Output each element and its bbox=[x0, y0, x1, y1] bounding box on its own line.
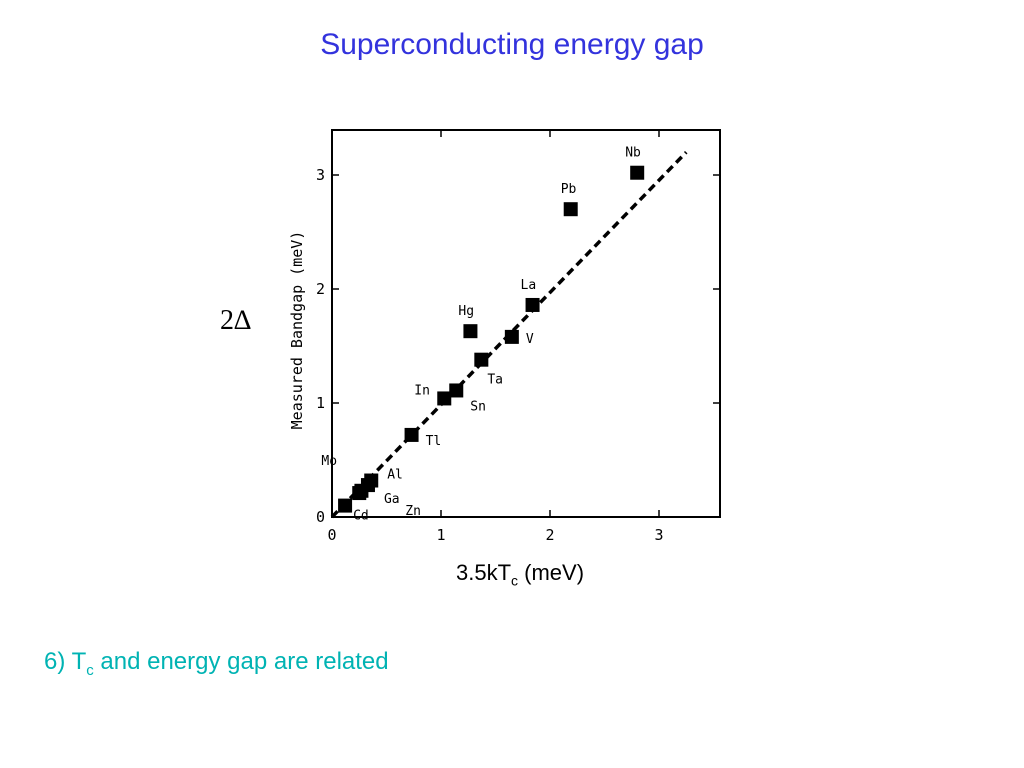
slide-title: Superconducting energy gap bbox=[320, 28, 704, 61]
point-label-al: Al bbox=[387, 468, 403, 483]
point-label-ga: Ga bbox=[384, 492, 400, 507]
y-axis: 0 1 2 3 bbox=[316, 166, 720, 526]
point-label-ta: Ta bbox=[487, 373, 503, 388]
x-axis: 0 1 2 3 bbox=[327, 130, 664, 544]
y-tick-label: 3 bbox=[316, 166, 325, 184]
point-al bbox=[364, 473, 379, 488]
x-tick-label: 2 bbox=[545, 526, 554, 544]
point-tl bbox=[404, 427, 419, 442]
data-points bbox=[338, 165, 645, 513]
x-caption-unit: (meV) bbox=[518, 560, 585, 585]
point-sn bbox=[449, 383, 464, 398]
point-label-hg: Hg bbox=[458, 304, 474, 319]
note-rest: and energy gap are related bbox=[93, 648, 389, 675]
x-caption-main: 3.5kT bbox=[456, 560, 512, 585]
y-axis-title: Measured Bandgap (meV) bbox=[288, 231, 306, 430]
point-label-in: In bbox=[414, 383, 430, 398]
point-cd bbox=[338, 498, 353, 513]
point-labels: Cd Zn Mo Ga Al Tl In Sn Hg Ta V La Pb Nb bbox=[321, 146, 641, 524]
point-label-pb: Pb bbox=[561, 182, 577, 197]
point-label-nb: Nb bbox=[625, 146, 641, 161]
point-label-cd: Cd bbox=[353, 509, 369, 524]
note-prefix: 6) T bbox=[44, 648, 87, 675]
point-label-la: La bbox=[521, 278, 537, 293]
y-tick-label: 0 bbox=[316, 508, 325, 526]
two-delta-label: 2∆ bbox=[220, 305, 252, 336]
point-hg bbox=[463, 324, 478, 339]
point-pb bbox=[563, 202, 578, 217]
point-label-zn: Zn bbox=[405, 504, 421, 519]
point-la bbox=[525, 297, 540, 312]
x-tick-label: 1 bbox=[436, 526, 445, 544]
x-tick-label: 0 bbox=[327, 526, 336, 544]
point-label-tl: Tl bbox=[426, 434, 442, 449]
point-label-mo: Mo bbox=[321, 454, 337, 469]
y-tick-label: 1 bbox=[316, 394, 325, 412]
point-in bbox=[437, 391, 452, 406]
note-subscript: c bbox=[86, 661, 94, 679]
point-ta bbox=[474, 352, 489, 367]
plot-frame bbox=[331, 129, 721, 518]
point-v bbox=[504, 329, 519, 344]
point-label-v: V bbox=[526, 332, 534, 347]
note-text: 6) Tc and energy gap are related bbox=[44, 648, 389, 679]
x-caption-subscript: c bbox=[511, 572, 519, 589]
y-tick-label: 2 bbox=[316, 280, 325, 298]
point-nb bbox=[630, 165, 645, 180]
x-tick-label: 3 bbox=[654, 526, 663, 544]
point-label-sn: Sn bbox=[470, 399, 486, 414]
x-axis-caption: 3.5kTc (meV) bbox=[456, 560, 584, 588]
